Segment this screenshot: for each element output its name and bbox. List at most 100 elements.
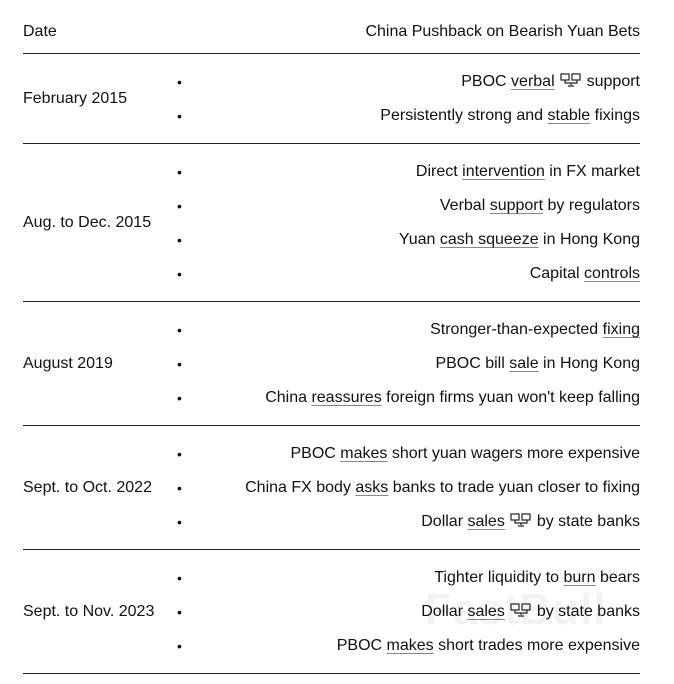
bullet: • (177, 570, 182, 586)
item-link[interactable]: sale (509, 355, 539, 372)
table-row: Sept. to Oct. 2022 • PBOC makes short yuan… (23, 426, 640, 550)
item-text-part: China FX body (245, 479, 356, 496)
table-row: Aug. to Dec. 2015 • Direct intervention in… (23, 144, 640, 302)
list-item: • China reassures foreign firms yuan won'… (173, 381, 640, 415)
item-text: PBOC makes short yuan wagers more expens… (291, 445, 641, 463)
item-text: China FX body asks banks to trade yuan c… (245, 479, 640, 497)
item-text-part: short yuan wagers more expensive (387, 445, 640, 462)
item-text-part: fixings (590, 107, 640, 124)
terminal-link-icon[interactable] (560, 73, 582, 87)
item-text-part: Dollar (421, 603, 468, 620)
item-text-part: Dollar (421, 513, 468, 530)
list-item: • Capital controls (173, 257, 640, 291)
item-text-part: by regulators (543, 197, 641, 214)
item-text-part: Verbal (439, 197, 490, 214)
bullet: • (177, 164, 182, 180)
item-link[interactable]: sales (467, 513, 505, 530)
bullet: • (177, 266, 182, 282)
row-date: February 2015 (23, 90, 128, 107)
list-item: • China FX body asks banks to trade yuan … (173, 471, 640, 505)
pushback-table: Date China Pushback on Bearish Yuan Bets… (23, 0, 640, 674)
item-text: Stronger-than-expected fixing (430, 321, 640, 339)
item-link[interactable]: burn (563, 569, 596, 586)
row-date: Sept. to Nov. 2023 (23, 603, 155, 620)
bullet: • (177, 446, 182, 462)
item-link[interactable]: support (489, 197, 544, 214)
table-title: China Pushback on Bearish Yuan Bets (365, 22, 640, 40)
bullet: • (177, 480, 182, 496)
list-item: • Persistently strong and stable fixings (173, 99, 640, 133)
item-link[interactable]: makes (386, 637, 434, 654)
item-link[interactable]: makes (340, 445, 388, 462)
item-text: China reassures foreign firms yuan won't… (265, 389, 640, 407)
bullet: • (177, 198, 182, 214)
item-text-part: bears (595, 569, 640, 586)
item-text-part: Capital (529, 265, 584, 282)
item-text-part: short trades more expensive (433, 637, 640, 654)
item-link[interactable]: verbal (511, 73, 555, 90)
item-text-part: PBOC bill (435, 355, 510, 372)
item-text-part: Tighter liquidity to (434, 569, 564, 586)
item-text-part: foreign firms yuan won't keep falling (381, 389, 640, 406)
item-text-part: in Hong Kong (538, 355, 640, 372)
item-link[interactable]: cash squeeze (439, 231, 539, 248)
item-text: PBOC bill sale in Hong Kong (435, 355, 640, 373)
bullet: • (177, 74, 182, 90)
list-item: • Direct intervention in FX market (173, 155, 640, 189)
list-item: • Yuan cash squeeze in Hong Kong (173, 223, 640, 257)
list-item: • Tighter liquidity to burn bears (173, 561, 640, 595)
bullet: • (177, 638, 182, 654)
item-text-part: Yuan (398, 231, 440, 248)
item-link[interactable]: fixing (602, 321, 640, 338)
row-date: Aug. to Dec. 2015 (23, 214, 152, 231)
item-text-part: China (265, 389, 312, 406)
item-text: Verbal support by regulators (440, 197, 640, 215)
item-link[interactable]: stable (547, 107, 591, 124)
terminal-link-icon[interactable] (510, 513, 532, 527)
item-text: Dollar sales by state banks (421, 603, 640, 621)
list-item: • PBOC makes short yuan wagers more expen… (173, 437, 640, 471)
list-item: • Stronger-than-expected fixing (173, 313, 640, 347)
item-link[interactable]: sales (467, 603, 505, 620)
item-text-part: by state banks (536, 603, 640, 620)
item-text-part: banks to trade yuan closer to fixing (388, 479, 640, 496)
item-text: Yuan cash squeeze in Hong Kong (399, 231, 640, 249)
item-text-part: in FX market (544, 163, 640, 180)
item-link[interactable]: asks (355, 479, 389, 496)
item-text-part: Direct (415, 163, 463, 180)
item-text-part: Persistently strong and (380, 107, 548, 124)
list-item: • PBOC makes short trades more expensive (173, 629, 640, 663)
row-date: August 2019 (23, 355, 113, 372)
list-item: • Dollar sales by state banks (173, 505, 640, 539)
list-item: • Verbal support by regulators (173, 189, 640, 223)
terminal-link-icon[interactable] (510, 603, 532, 617)
item-text: Direct intervention in FX market (416, 163, 640, 181)
table-row: Sept. to Nov. 2023 • Tighter liquidity to … (23, 550, 640, 674)
item-text: Dollar sales by state banks (421, 513, 640, 531)
item-text-part: in Hong Kong (538, 231, 640, 248)
list-item: • PBOC bill sale in Hong Kong (173, 347, 640, 381)
bullet: • (177, 108, 182, 124)
bullet: • (177, 514, 182, 530)
item-text: Tighter liquidity to burn bears (434, 569, 640, 587)
item-text: PBOC verbal support (461, 73, 640, 91)
item-text-part: PBOC (461, 73, 512, 90)
item-link[interactable]: intervention (462, 163, 545, 180)
item-text: Capital controls (530, 265, 640, 283)
row-date: Sept. to Oct. 2022 (23, 479, 152, 496)
item-text: Persistently strong and stable fixings (380, 107, 640, 125)
item-text: PBOC makes short trades more expensive (337, 637, 640, 655)
bullet: • (177, 390, 182, 406)
bullet: • (177, 604, 182, 620)
list-item: • Dollar sales by state banks (173, 595, 640, 629)
list-item: • PBOC verbal support (173, 65, 640, 99)
table-header: Date China Pushback on Bearish Yuan Bets (23, 0, 640, 54)
item-link[interactable]: controls (583, 265, 640, 282)
item-text-part: Stronger-than-expected (430, 321, 603, 338)
item-text-part: PBOC (290, 445, 341, 462)
table-row: February 2015 • PBOC verbal support • Persist… (23, 54, 640, 144)
bullet: • (177, 322, 182, 338)
item-text-part: support (586, 73, 640, 90)
item-link[interactable]: reassures (311, 389, 382, 406)
bullet: • (177, 232, 182, 248)
